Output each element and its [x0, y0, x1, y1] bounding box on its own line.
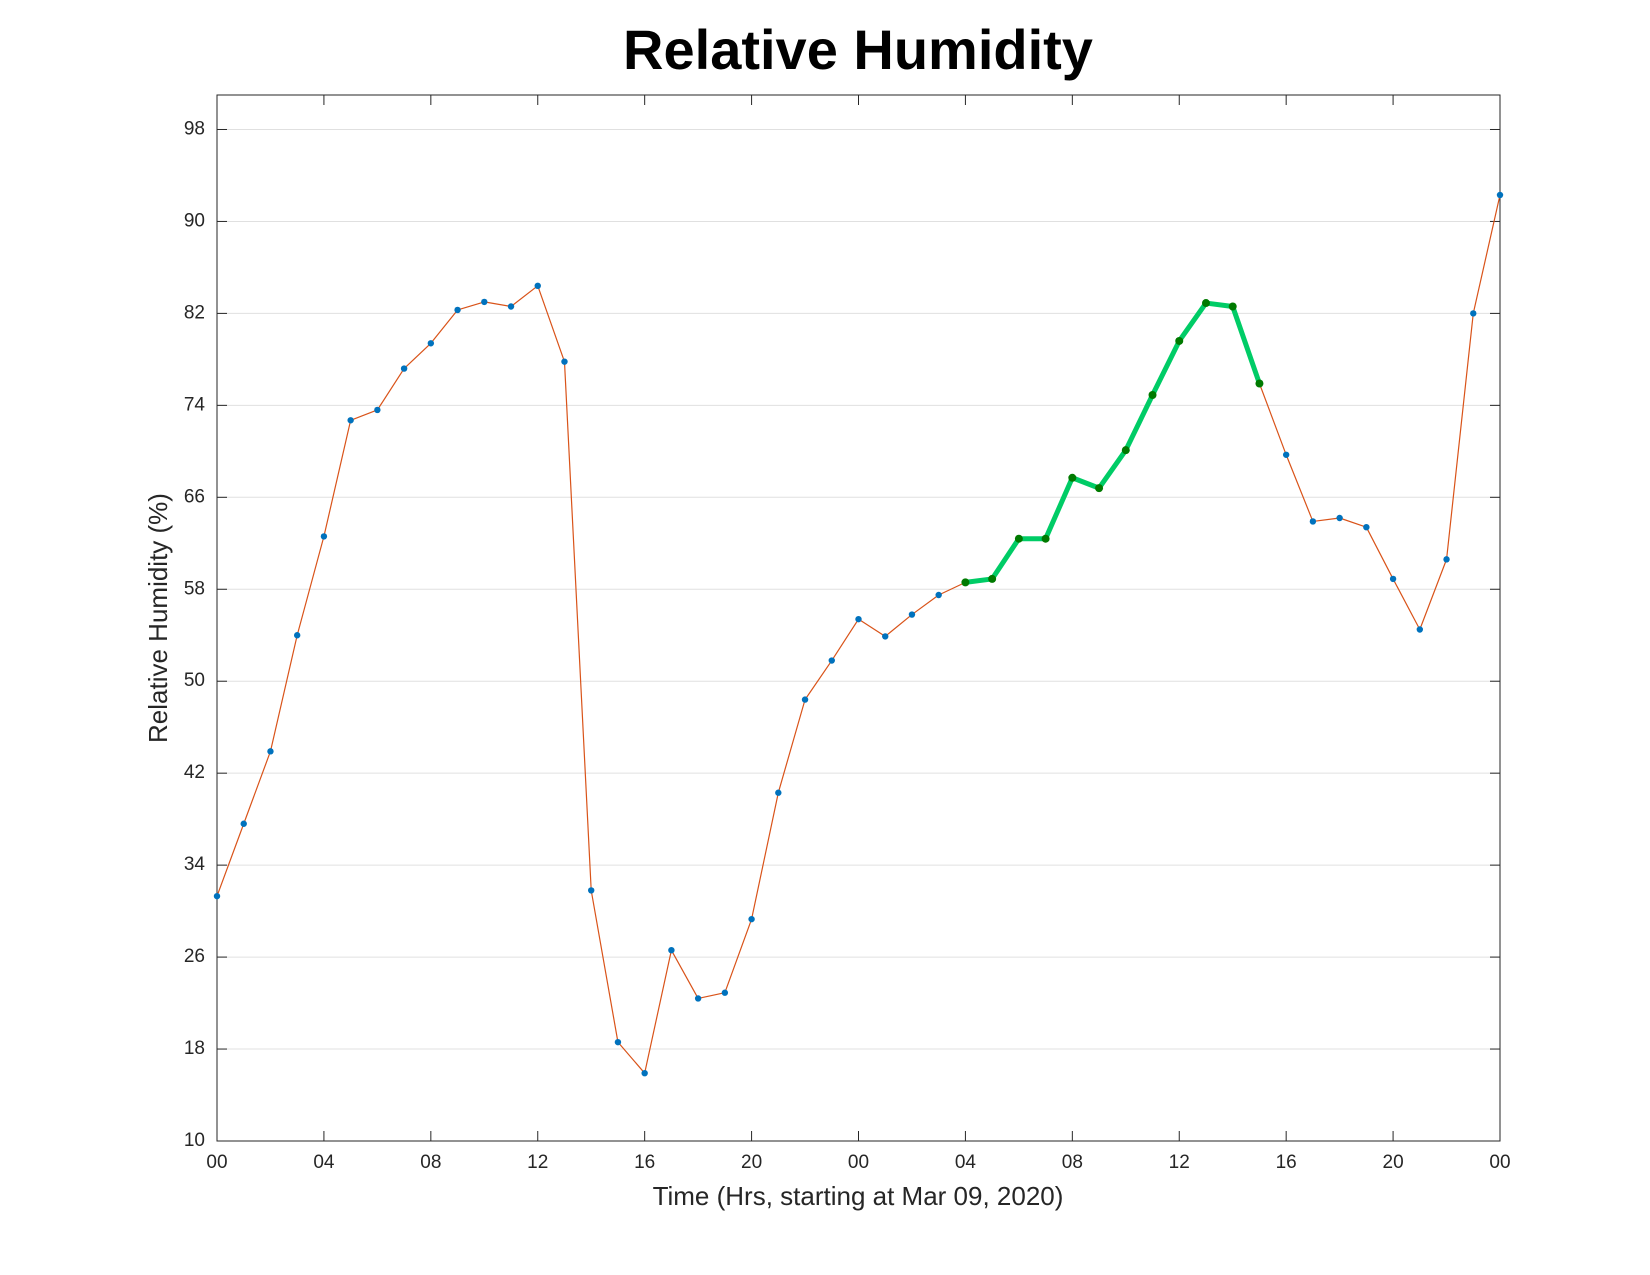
- marker: [935, 591, 942, 599]
- x-tick-label: 20: [741, 1152, 762, 1173]
- y-tick-label: 82: [184, 302, 205, 323]
- marker: [801, 696, 809, 703]
- marker: [694, 995, 702, 1002]
- y-tick-label: 98: [184, 118, 205, 139]
- marker: [374, 406, 381, 414]
- x-tick-label: 20: [1383, 1152, 1404, 1173]
- marker: [1309, 518, 1317, 525]
- marker: [213, 892, 221, 900]
- marker: [534, 282, 541, 290]
- y-tick-label: 10: [184, 1130, 205, 1151]
- marker: [293, 632, 301, 639]
- marker: [507, 303, 515, 310]
- marker: [1095, 484, 1104, 493]
- marker: [1416, 626, 1424, 633]
- marker: [1363, 523, 1370, 531]
- y-axis-label: Relative Humidity (%): [143, 493, 173, 743]
- y-tick-label: 18: [184, 1038, 205, 1059]
- x-tick-label: 00: [206, 1152, 227, 1173]
- y-tick-label: 34: [184, 854, 206, 875]
- x-axis-label: Time (Hrs, starting at Mar 09, 2020): [653, 1181, 1064, 1211]
- x-tick-label: 08: [1062, 1152, 1083, 1173]
- marker: [400, 365, 408, 372]
- x-tick-label: 00: [848, 1152, 869, 1173]
- x-tick-label: 04: [955, 1152, 977, 1173]
- y-tick-label: 74: [184, 394, 206, 415]
- y-tick-label: 42: [184, 762, 205, 783]
- marker: [882, 633, 889, 640]
- x-tick-label: 08: [420, 1152, 441, 1173]
- marker: [1228, 302, 1237, 311]
- marker: [1336, 514, 1343, 522]
- marker: [668, 946, 675, 954]
- marker: [1389, 575, 1397, 583]
- marker: [961, 578, 970, 587]
- chart-title: Relative Humidity: [623, 18, 1093, 81]
- marker: [347, 417, 354, 424]
- line: [965, 300, 1262, 585]
- marker: [588, 887, 595, 894]
- marker: [240, 820, 247, 827]
- y-tick-label: 50: [184, 670, 205, 691]
- y-tick-label: 90: [184, 210, 205, 231]
- x-tick-label: 04: [313, 1152, 335, 1173]
- marker: [1496, 191, 1504, 199]
- x-tick-label: 16: [1276, 1152, 1297, 1173]
- x-tick-label: 12: [1169, 1152, 1190, 1173]
- marker: [1282, 451, 1290, 458]
- plot-frame: [216, 94, 1501, 1142]
- marker: [1041, 534, 1050, 543]
- marker: [481, 298, 488, 306]
- marker: [1068, 473, 1077, 482]
- marker: [1014, 534, 1023, 543]
- y-tick-label: 26: [184, 946, 205, 967]
- marker: [1148, 391, 1157, 400]
- marker: [828, 657, 835, 664]
- y-tick-label: 66: [184, 486, 205, 507]
- marker: [320, 533, 328, 540]
- marker: [454, 306, 461, 314]
- x-tick-label: 12: [527, 1152, 548, 1173]
- marker: [748, 915, 755, 923]
- marker: [614, 1038, 622, 1046]
- marker: [855, 615, 862, 623]
- marker: [267, 748, 274, 755]
- x-tick-label: 16: [634, 1152, 655, 1173]
- marker: [1470, 310, 1477, 317]
- marker: [1201, 299, 1210, 308]
- marker: [908, 611, 916, 618]
- marker: [427, 340, 435, 347]
- marker: [641, 1069, 648, 1077]
- marker: [775, 789, 782, 796]
- marker: [561, 358, 568, 365]
- marker: [1443, 556, 1450, 563]
- marker: [1121, 446, 1130, 455]
- marker: [988, 574, 997, 583]
- x-tick-label: 00: [1489, 1152, 1510, 1173]
- marker: [1175, 336, 1184, 345]
- marker: [1255, 379, 1264, 388]
- y-tick-label: 58: [184, 578, 205, 599]
- marker: [721, 989, 729, 996]
